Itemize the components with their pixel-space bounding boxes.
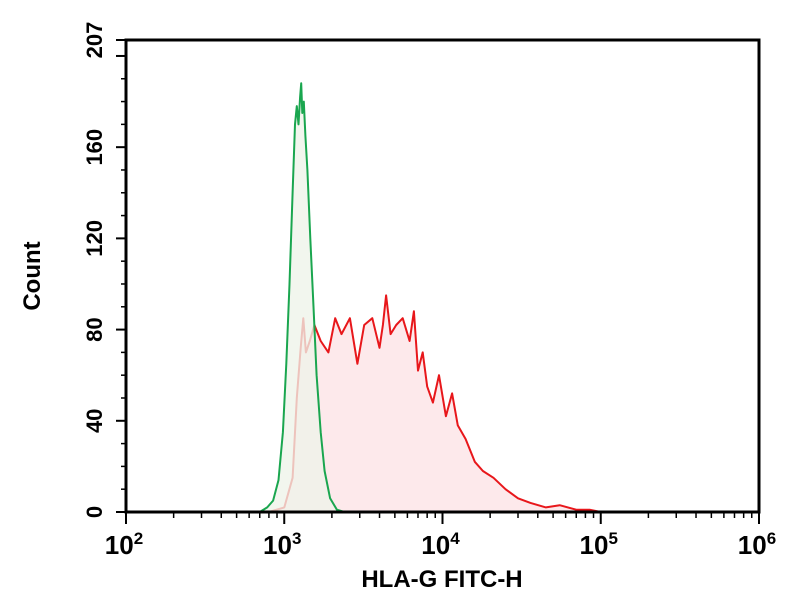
y-tick-label: 160 bbox=[82, 129, 107, 166]
y-tick-label: 40 bbox=[82, 409, 107, 433]
y-tick-label: 207 bbox=[82, 22, 107, 59]
y-tick-label: 0 bbox=[82, 506, 107, 518]
y-tick-label: 80 bbox=[82, 317, 107, 341]
x-tick-label: 104 bbox=[421, 529, 460, 560]
x-axis-label: HLA-G FITC-H bbox=[361, 566, 522, 593]
series-2-area bbox=[259, 83, 345, 513]
x-tick-label: 102 bbox=[105, 529, 143, 560]
x-tick-label: 106 bbox=[738, 529, 776, 560]
series-2 bbox=[259, 82, 345, 513]
series-2-line bbox=[259, 82, 345, 513]
series-1-area bbox=[268, 295, 601, 512]
y-tick-label: 120 bbox=[82, 220, 107, 257]
x-tick-label: 103 bbox=[263, 529, 301, 560]
x-tick-label: 105 bbox=[580, 529, 618, 560]
y-axis-label: Count bbox=[19, 241, 46, 310]
ticks-layer: 102 103 104 105 106 0 40 80 120 160 207 bbox=[82, 22, 776, 560]
series-layer bbox=[259, 82, 602, 513]
